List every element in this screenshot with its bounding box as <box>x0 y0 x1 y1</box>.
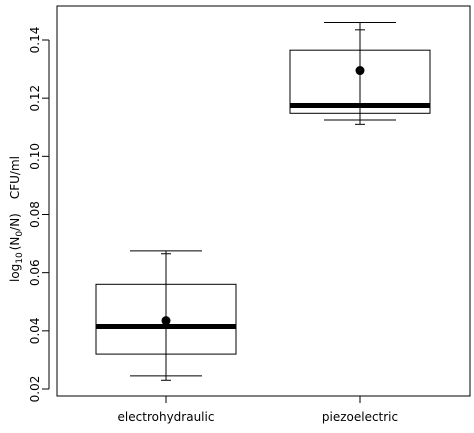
x-tick-label-piezoelectric: piezoelectric <box>322 410 398 424</box>
y-tick-label: 0.06 <box>28 259 42 286</box>
y-ticks: 0.02 0.04 0.06 0.08 0.10 0.12 0.14 <box>28 27 49 403</box>
x-ticks: electrohydraulic piezoelectric <box>118 396 398 424</box>
y-axis-label: log10(N0/N) CFU/ml <box>8 156 25 282</box>
y-tick-label: 0.12 <box>28 85 42 112</box>
y-tick-label: 0.14 <box>28 27 42 54</box>
ylabel-log-base: 10 <box>15 252 25 264</box>
x-tick-label-electrohydraulic: electrohydraulic <box>118 410 215 424</box>
ylabel-sub0: 0 <box>15 231 25 237</box>
ylabel-paren-close: /N) <box>8 213 22 231</box>
y-tick-label: 0.02 <box>28 376 42 403</box>
mean-point <box>161 316 171 326</box>
y-tick-label: 0.04 <box>28 317 42 344</box>
ylabel-paren-open: (N <box>8 237 22 251</box>
ylabel-unit: CFU/ml <box>8 156 22 199</box>
y-tick-label: 0.10 <box>28 143 42 170</box>
mean-piezoelectric <box>355 29 365 125</box>
ylabel-log: log <box>8 264 22 282</box>
y-tick-label: 0.08 <box>28 201 42 228</box>
boxes <box>95 22 431 377</box>
mean-point <box>355 66 365 76</box>
plot-frame <box>56 5 471 397</box>
mean-markers <box>161 29 365 381</box>
mean-electrohydraulic <box>161 253 171 381</box>
